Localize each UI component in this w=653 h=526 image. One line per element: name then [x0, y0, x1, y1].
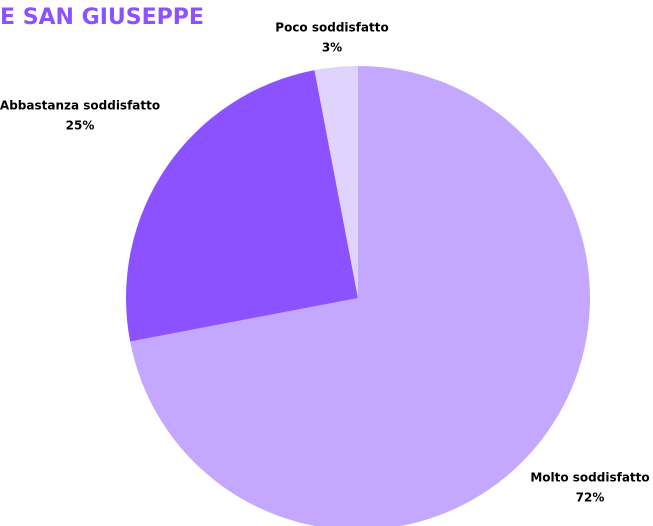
slice-label: Poco soddisfatto	[275, 21, 388, 35]
slice-value-label: 3%	[322, 41, 342, 55]
slice-label: Molto soddisfatto	[530, 471, 649, 485]
slice-value-label: 25%	[66, 119, 95, 133]
chart-title: E SAN GIUSEPPE	[0, 5, 204, 30]
slice-label: Abbastanza soddisfatto	[0, 99, 160, 113]
pie-slice	[130, 66, 590, 526]
pie-slice	[314, 66, 358, 298]
slice-value-label: 72%	[576, 491, 605, 505]
pie-slice	[125, 70, 358, 342]
